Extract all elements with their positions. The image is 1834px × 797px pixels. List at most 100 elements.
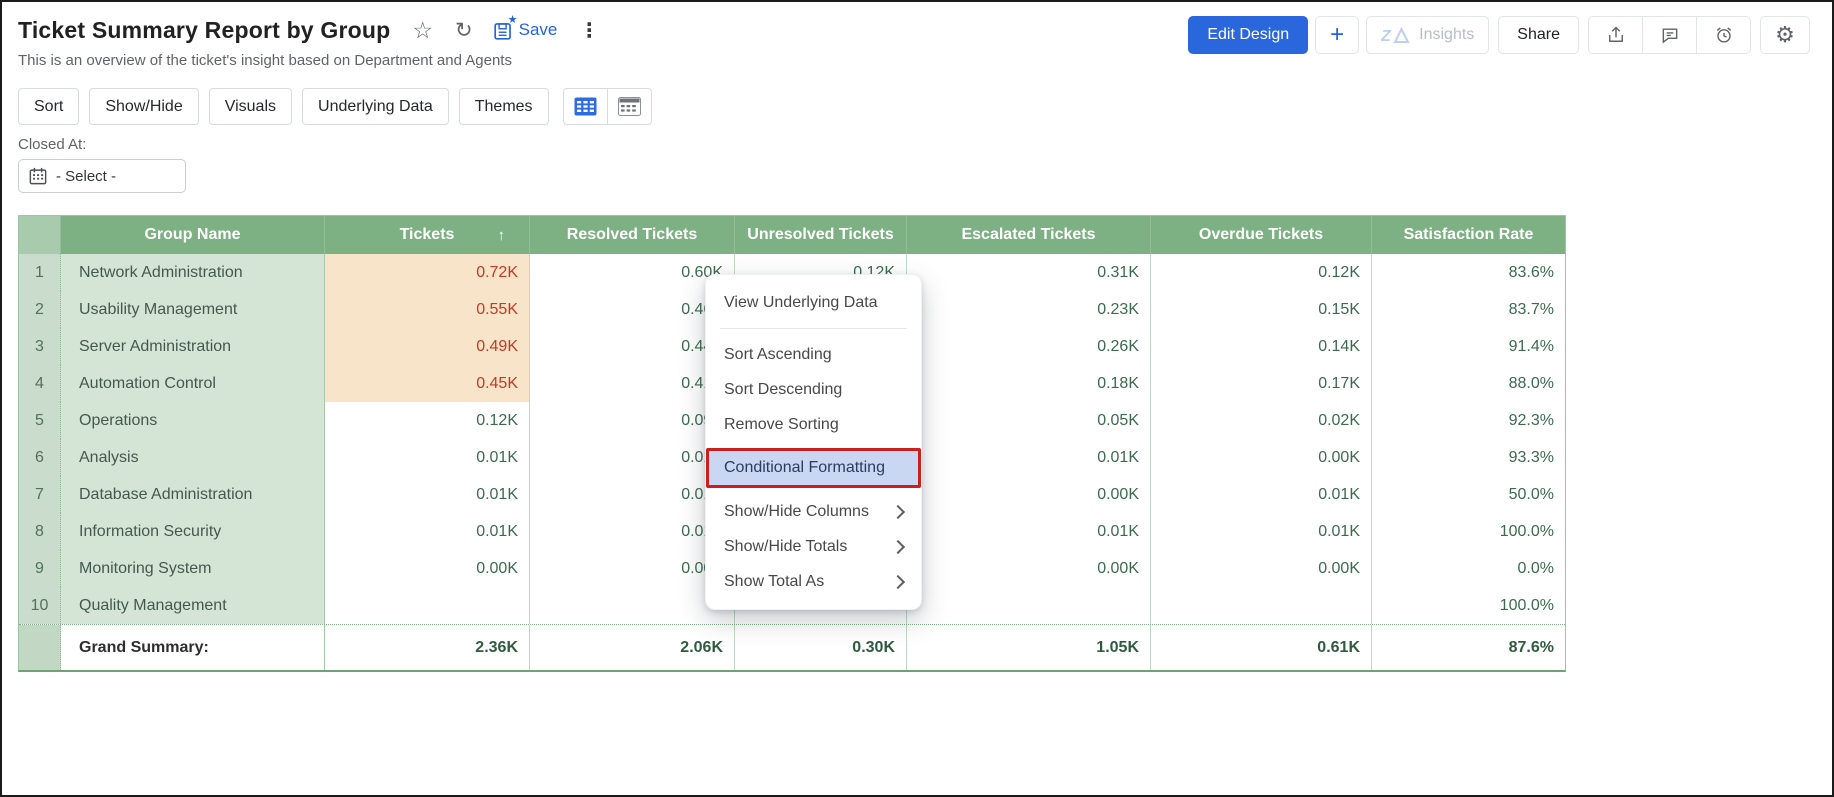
closed-at-select[interactable]: - Select - — [18, 159, 186, 193]
cell-group-name[interactable]: Usability Management — [61, 291, 325, 328]
cell-group-name[interactable]: Automation Control — [61, 365, 325, 402]
cell-satisfaction[interactable]: 100.0% — [1372, 587, 1565, 624]
menu-item-conditional-formatting[interactable]: Conditional Formatting — [706, 448, 921, 488]
export-button[interactable] — [1589, 17, 1643, 53]
cell-overdue[interactable]: 0.00K — [1151, 439, 1372, 476]
settings-button[interactable]: ⚙ — [1760, 16, 1810, 54]
menu-item-label: Sort Ascending — [724, 345, 832, 363]
cell-satisfaction[interactable]: 100.0% — [1372, 513, 1565, 550]
share-button[interactable]: Share — [1498, 16, 1579, 54]
pivot-view-button[interactable] — [606, 88, 652, 125]
cell-group-name[interactable]: Network Administration — [61, 254, 325, 291]
cell-resolved[interactable]: 0.01K — [530, 476, 735, 513]
toolbar-button-visuals[interactable]: Visuals — [208, 88, 293, 125]
toolbar-button-themes[interactable]: Themes — [458, 88, 549, 125]
sort-ascending-icon: ↑ — [497, 226, 506, 244]
cell-group-name[interactable]: Database Administration — [61, 476, 325, 513]
toolbar-button-underlying-data[interactable]: Underlying Data — [302, 88, 449, 125]
refresh-icon[interactable]: ↻ — [455, 18, 473, 42]
cell-resolved[interactable]: 0.44K — [530, 328, 735, 365]
closed-at-select-value: - Select - — [56, 167, 117, 185]
insights-button[interactable]: Z Insights — [1366, 16, 1490, 54]
cell-overdue[interactable]: 0.12K — [1151, 254, 1372, 291]
menu-item-view-underlying-data[interactable]: View Underlying Data — [706, 285, 921, 320]
row-number-cell: 7 — [19, 476, 61, 513]
toolbar-button-show-hide[interactable]: Show/Hide — [89, 88, 199, 125]
column-header-group-name[interactable]: Group Name — [61, 216, 325, 254]
reminder-button[interactable] — [1697, 17, 1750, 53]
column-header-satisfaction-rate[interactable]: Satisfaction Rate — [1372, 216, 1565, 254]
save-button[interactable]: ★ Save — [493, 14, 557, 41]
column-header-overdue-tickets[interactable]: Overdue Tickets — [1151, 216, 1372, 254]
cell-tickets[interactable]: 0.01K — [325, 476, 530, 513]
cell-escalated[interactable]: 0.01K — [907, 513, 1151, 550]
cell-escalated[interactable]: 0.31K — [907, 254, 1151, 291]
cell-tickets[interactable]: 0.49K — [325, 328, 530, 365]
more-options-kebab-icon[interactable]: ⋮ — [579, 19, 600, 42]
cell-tickets[interactable]: 0.00K — [325, 550, 530, 587]
cell-overdue[interactable]: 0.15K — [1151, 291, 1372, 328]
cell-overdue[interactable] — [1151, 587, 1372, 624]
favorite-star-icon[interactable]: ☆ — [412, 16, 434, 43]
cell-tickets[interactable]: 0.12K — [325, 402, 530, 439]
comments-button[interactable] — [1643, 17, 1697, 53]
menu-item-show-hide-columns[interactable]: Show/Hide Columns — [706, 494, 921, 529]
column-header-unresolved-tickets[interactable]: Unresolved Tickets — [735, 216, 907, 254]
cell-satisfaction[interactable]: 92.3% — [1372, 402, 1565, 439]
cell-overdue[interactable]: 0.01K — [1151, 513, 1372, 550]
filter-label: Closed At: — [18, 136, 87, 153]
cell-overdue[interactable]: 0.01K — [1151, 476, 1372, 513]
export-icon — [1608, 26, 1623, 42]
menu-item-sort-descending[interactable]: Sort Descending — [706, 372, 921, 407]
cell-group-name[interactable]: Monitoring System — [61, 550, 325, 587]
cell-satisfaction[interactable]: 91.4% — [1372, 328, 1565, 365]
cell-group-name[interactable]: Information Security — [61, 513, 325, 550]
cell-escalated[interactable] — [907, 587, 1151, 624]
menu-item-remove-sorting[interactable]: Remove Sorting — [706, 407, 921, 442]
menu-item-show-hide-totals[interactable]: Show/Hide Totals — [706, 529, 921, 564]
cell-group-name[interactable]: Operations — [61, 402, 325, 439]
cell-tickets[interactable] — [325, 587, 530, 624]
cell-group-name[interactable]: Server Administration — [61, 328, 325, 365]
menu-item-sort-ascending[interactable]: Sort Ascending — [706, 337, 921, 372]
cell-escalated[interactable]: 0.18K — [907, 365, 1151, 402]
cell-group-name[interactable]: Quality Management — [61, 587, 325, 624]
cell-satisfaction[interactable]: 93.3% — [1372, 439, 1565, 476]
cell-overdue[interactable]: 0.17K — [1151, 365, 1372, 402]
menu-item-show-total-as[interactable]: Show Total As — [706, 564, 921, 599]
cell-overdue[interactable]: 0.02K — [1151, 402, 1372, 439]
edit-design-button[interactable]: Edit Design — [1188, 16, 1309, 54]
cell-tickets[interactable]: 0.01K — [325, 439, 530, 476]
add-button[interactable]: + — [1315, 16, 1360, 54]
cell-resolved[interactable]: 0.60K — [530, 254, 735, 291]
cell-tickets[interactable]: 0.55K — [325, 291, 530, 328]
cell-escalated[interactable]: 0.01K — [907, 439, 1151, 476]
cell-resolved[interactable]: 0.00K — [530, 550, 735, 587]
cell-satisfaction[interactable]: 83.7% — [1372, 291, 1565, 328]
cell-satisfaction[interactable]: 88.0% — [1372, 365, 1565, 402]
cell-satisfaction[interactable]: 50.0% — [1372, 476, 1565, 513]
cell-satisfaction[interactable]: 0.0% — [1372, 550, 1565, 587]
cell-escalated[interactable]: 0.26K — [907, 328, 1151, 365]
cell-escalated[interactable]: 0.00K — [907, 550, 1151, 587]
cell-overdue[interactable]: 0.00K — [1151, 550, 1372, 587]
column-header-resolved-tickets[interactable]: Resolved Tickets — [530, 216, 735, 254]
table-view-button[interactable] — [562, 88, 608, 125]
report-toolbar: Sort Show/Hide Visuals Underlying Data Theme… — [18, 88, 652, 125]
cell-tickets[interactable]: 0.72K — [325, 254, 530, 291]
cell-escalated[interactable]: 0.00K — [907, 476, 1151, 513]
cell-satisfaction[interactable]: 83.6% — [1372, 254, 1565, 291]
toolbar-button-sort[interactable]: Sort — [18, 88, 80, 125]
cell-overdue[interactable]: 0.14K — [1151, 328, 1372, 365]
column-header-escalated-tickets[interactable]: Escalated Tickets — [907, 216, 1151, 254]
view-toggle-group — [562, 88, 652, 125]
cell-tickets[interactable]: 0.01K — [325, 513, 530, 550]
summary-resolved: 2.06K — [530, 625, 735, 670]
cell-escalated[interactable]: 0.23K — [907, 291, 1151, 328]
cell-group-name[interactable]: Analysis — [61, 439, 325, 476]
row-number-cell: 1 — [19, 254, 61, 291]
cell-resolved[interactable] — [530, 587, 735, 624]
cell-tickets[interactable]: 0.45K — [325, 365, 530, 402]
column-header-tickets[interactable]: Tickets ↑ — [325, 216, 530, 254]
cell-escalated[interactable]: 0.05K — [907, 402, 1151, 439]
